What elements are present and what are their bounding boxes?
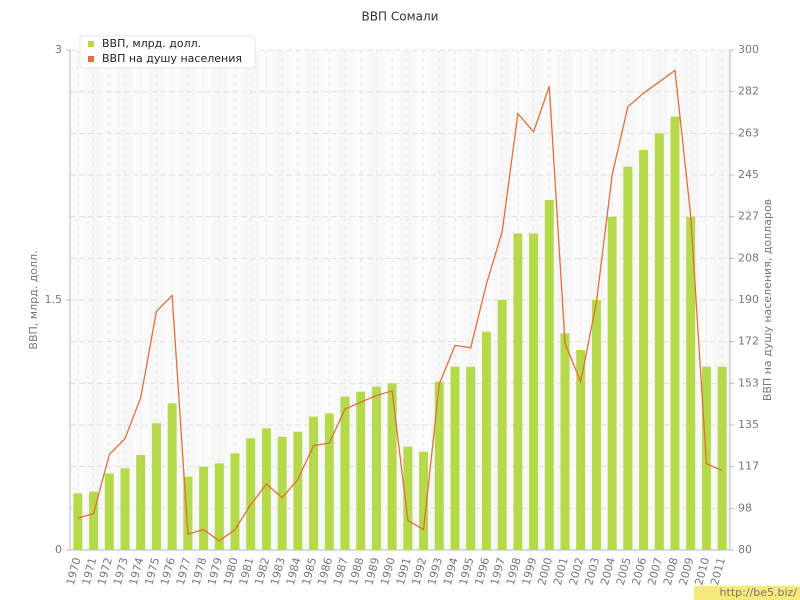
y-tick-label: 3 xyxy=(55,43,62,56)
bar xyxy=(576,350,586,550)
y-tick-label: 1.5 xyxy=(45,293,63,306)
bar xyxy=(607,216,617,550)
bar xyxy=(89,491,99,550)
bar xyxy=(340,396,350,550)
watermark: http://be5.biz/ xyxy=(720,586,798,599)
bar xyxy=(293,431,303,550)
watermark-background xyxy=(694,586,800,600)
bar xyxy=(513,233,523,551)
legend: ВВП, млрд. долл. ВВП на душу населения xyxy=(79,35,256,69)
bar xyxy=(419,451,429,550)
bar xyxy=(183,476,193,550)
bar xyxy=(403,446,413,550)
bar xyxy=(450,366,460,550)
legend-swatch xyxy=(88,56,94,62)
y2-axis-title: ВВП на душу населения, долларов xyxy=(761,199,774,401)
y2-tick-label: 300 xyxy=(738,43,759,56)
legend-label: ВВП на душу населения xyxy=(102,52,242,65)
bar xyxy=(277,436,287,550)
bar xyxy=(497,300,507,550)
bar xyxy=(120,468,130,550)
y-axis-title: ВВП, млрд. долл. xyxy=(27,250,40,349)
bar xyxy=(717,366,727,550)
bar xyxy=(136,455,146,550)
legend-box xyxy=(79,35,256,69)
bar xyxy=(151,423,161,550)
y2-tick-label: 98 xyxy=(738,501,752,514)
bar xyxy=(356,391,366,550)
bar xyxy=(623,166,633,550)
bar xyxy=(686,216,696,550)
y2-tick-label: 80 xyxy=(738,543,752,556)
bar xyxy=(466,366,476,550)
y2-tick-label: 172 xyxy=(738,335,759,348)
bar xyxy=(230,453,240,550)
y2-tick-label: 190 xyxy=(738,293,759,306)
y2-tick-label: 135 xyxy=(738,418,759,431)
bar xyxy=(591,300,601,550)
y2-tick-label: 263 xyxy=(738,126,759,139)
bar xyxy=(246,438,256,550)
bar xyxy=(371,386,381,550)
y2-tick-label: 245 xyxy=(738,168,759,181)
bar xyxy=(529,233,539,551)
bar xyxy=(639,150,649,550)
bar xyxy=(560,333,570,550)
bar xyxy=(214,463,224,550)
bar xyxy=(434,381,444,550)
bar xyxy=(199,466,209,550)
bar xyxy=(670,116,680,551)
y-tick-label: 0 xyxy=(55,543,62,556)
bar xyxy=(309,416,319,550)
bar xyxy=(167,403,177,550)
y2-tick-label: 208 xyxy=(738,251,759,264)
bar xyxy=(544,200,554,550)
legend-swatch xyxy=(88,41,94,47)
bar xyxy=(654,133,664,551)
line xyxy=(77,69,723,542)
y2-tick-label: 153 xyxy=(738,376,759,389)
bar xyxy=(324,413,334,550)
bar xyxy=(104,473,114,550)
legend-label: ВВП, млрд. долл. xyxy=(102,37,201,50)
chart-title: ВВП Сомали xyxy=(362,10,439,24)
y2-tick-label: 227 xyxy=(738,210,759,223)
bar xyxy=(387,383,397,550)
bar xyxy=(73,493,83,550)
y2-tick-label: 117 xyxy=(738,460,759,473)
bar xyxy=(261,428,271,550)
bar xyxy=(481,331,491,550)
y2-tick-label: 282 xyxy=(738,85,759,98)
